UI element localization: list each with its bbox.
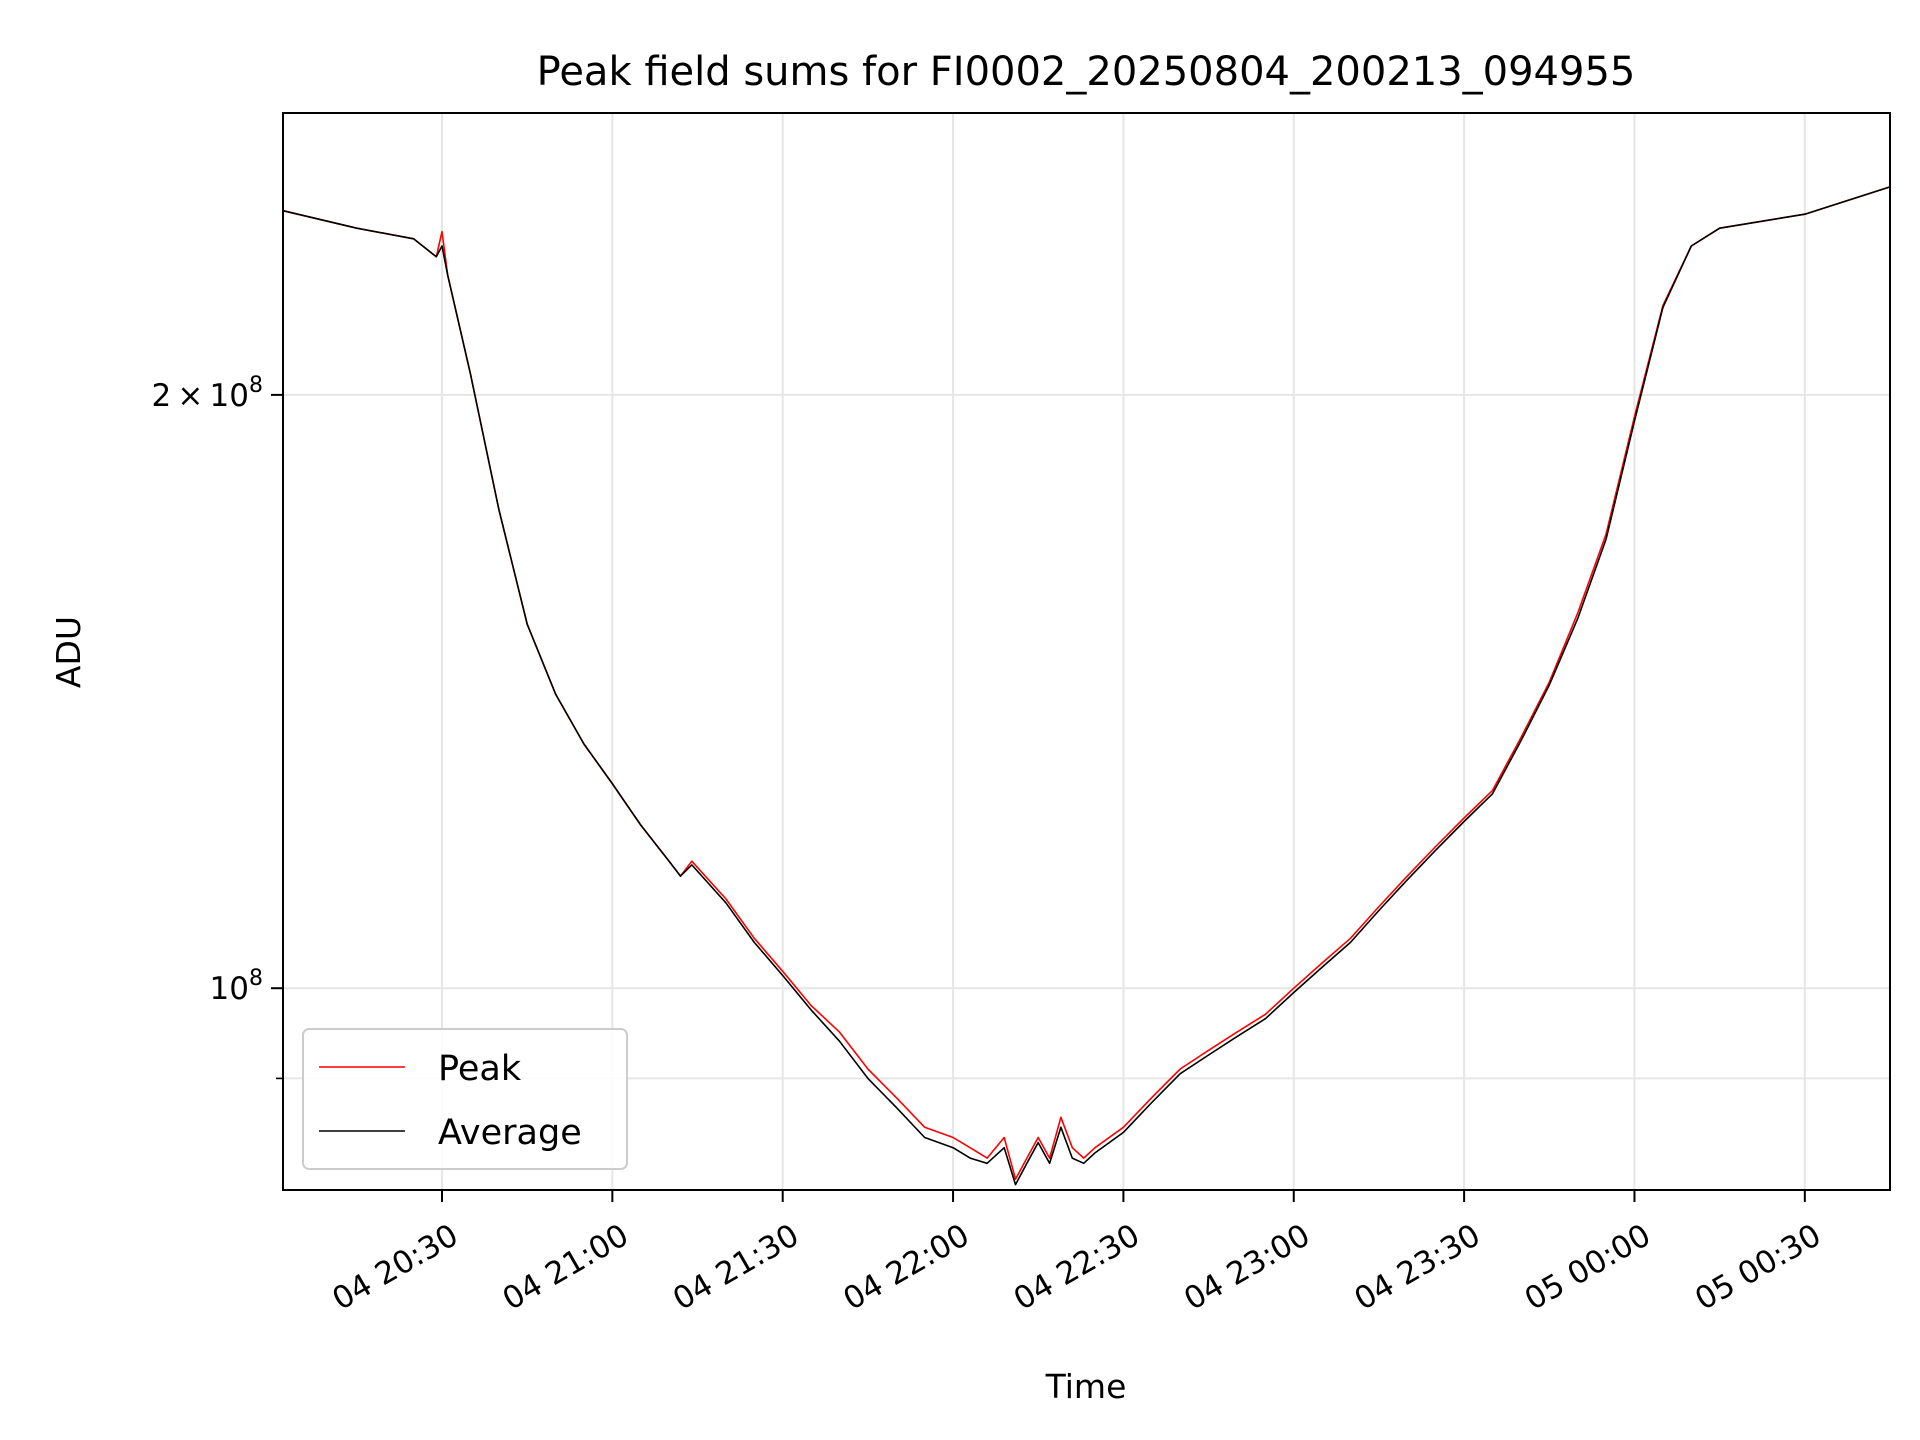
legend: Peak Average — [302, 1028, 628, 1170]
legend-label-peak: Peak — [438, 1049, 522, 1089]
x-axis: 04 20:30 04 21:00 04 21:30 04 22:00 04 22:30… — [326, 1190, 1827, 1318]
plot-frame — [282, 112, 1891, 1191]
series-lines — [282, 186, 1891, 1186]
y-axis: 2 × 108 108 — [151, 373, 283, 1080]
x-tick-label: 04 22:00 — [837, 1217, 975, 1317]
x-tick-label: 04 21:00 — [497, 1217, 635, 1317]
x-tick-label: 04 21:30 — [667, 1217, 805, 1317]
series-line-average — [282, 186, 1891, 1186]
x-tick-label: 05 00:00 — [1519, 1217, 1657, 1317]
y-axis-title: ADU — [49, 616, 88, 688]
x-tick-label: 04 20:30 — [326, 1217, 464, 1317]
x-tick-label: 04 22:30 — [1008, 1217, 1146, 1317]
chart-title: Peak field sums for FI0002_20250804_2002… — [537, 49, 1636, 95]
x-axis-title: Time — [1045, 1367, 1127, 1406]
x-tick-label: 04 23:30 — [1348, 1217, 1486, 1317]
legend-box — [302, 1028, 628, 1170]
y-tick-label: 2 × 108 — [151, 373, 263, 414]
x-tick-label: 05 00:30 — [1689, 1217, 1827, 1317]
y-tick-label: 108 — [210, 966, 263, 1007]
x-tick-label: 04 23:00 — [1178, 1217, 1316, 1317]
legend-label-average: Average — [438, 1113, 582, 1153]
